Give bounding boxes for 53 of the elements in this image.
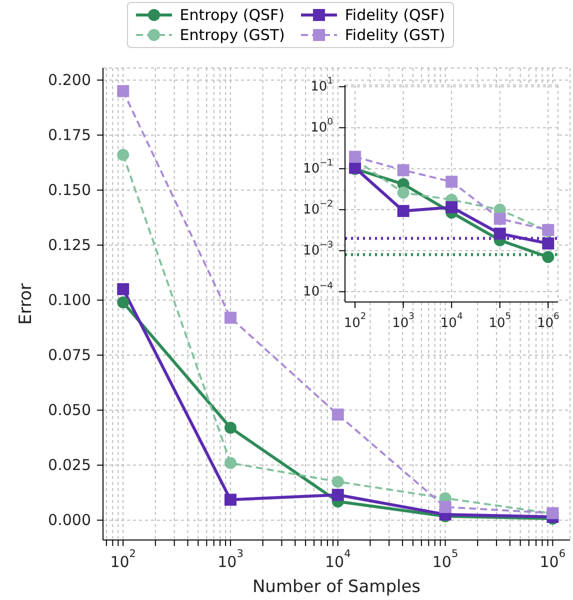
y-tick-label: 0.175	[48, 126, 91, 144]
point	[332, 476, 344, 488]
y-tick-label: 0.200	[48, 71, 91, 90]
y-tick-label: 0.025	[48, 456, 91, 474]
y-tick-label: 10$^{−1}$	[303, 158, 333, 176]
point	[397, 186, 410, 199]
legend-label: Entropy (GST)	[180, 26, 285, 44]
x-tick-label: 10$^{2}$	[344, 312, 366, 331]
y-tick-label: 10$^{−2}$	[303, 200, 333, 218]
x-tick-label: 10$^{3}$	[392, 312, 415, 331]
x-tick-label: 10$^{2}$	[110, 548, 136, 572]
point	[117, 296, 130, 308]
y-tick-label: 0.150	[48, 181, 91, 200]
y-tick-label: 10$^{−3}$	[303, 240, 334, 258]
point	[224, 312, 236, 324]
legend-label: Fidelity (QSF)	[344, 6, 445, 24]
point	[117, 85, 130, 98]
y-axis-title: Error	[16, 283, 36, 325]
point	[446, 201, 458, 214]
point	[542, 237, 554, 250]
y-tick-label: 0.100	[48, 291, 91, 310]
x-tick-label: 10$^{3}$	[218, 548, 244, 572]
point	[446, 176, 458, 188]
legend-label: Entropy (QSF)	[180, 6, 285, 24]
x-tick-label: 10$^{4}$	[324, 548, 352, 572]
point	[224, 422, 236, 434]
point	[349, 150, 362, 163]
point	[397, 204, 410, 217]
y-tick-label: 0.050	[48, 401, 91, 420]
x-axis-title: Number of Samples	[252, 577, 421, 597]
x-tick-label: 10$^{6}$	[536, 312, 560, 331]
y-tick-label: 0.125	[48, 236, 91, 254]
point	[397, 164, 410, 176]
y-tick-label: 10$^{−4}$	[303, 282, 334, 300]
y-tick-label: 0.000	[48, 511, 91, 530]
point	[117, 148, 130, 161]
point	[439, 500, 452, 513]
point	[332, 488, 344, 501]
point	[117, 283, 130, 296]
point	[332, 408, 344, 421]
point	[494, 228, 506, 240]
x-tick-label: 10$^{5}$	[432, 548, 458, 572]
y-tick-label: 10$^{1}$	[310, 76, 333, 94]
point	[224, 494, 236, 506]
point	[542, 251, 554, 264]
point	[494, 212, 506, 225]
x-tick-label: 10$^{6}$	[540, 548, 566, 572]
x-tick-label: 10$^{5}$	[488, 312, 512, 331]
legend-label: Fidelity (GST)	[344, 26, 446, 44]
point	[224, 456, 236, 469]
y-tick-label: 0.075	[48, 346, 91, 364]
x-tick-label: 10$^{4}$	[440, 312, 463, 331]
y-tick-label: 10$^{0}$	[310, 118, 334, 136]
